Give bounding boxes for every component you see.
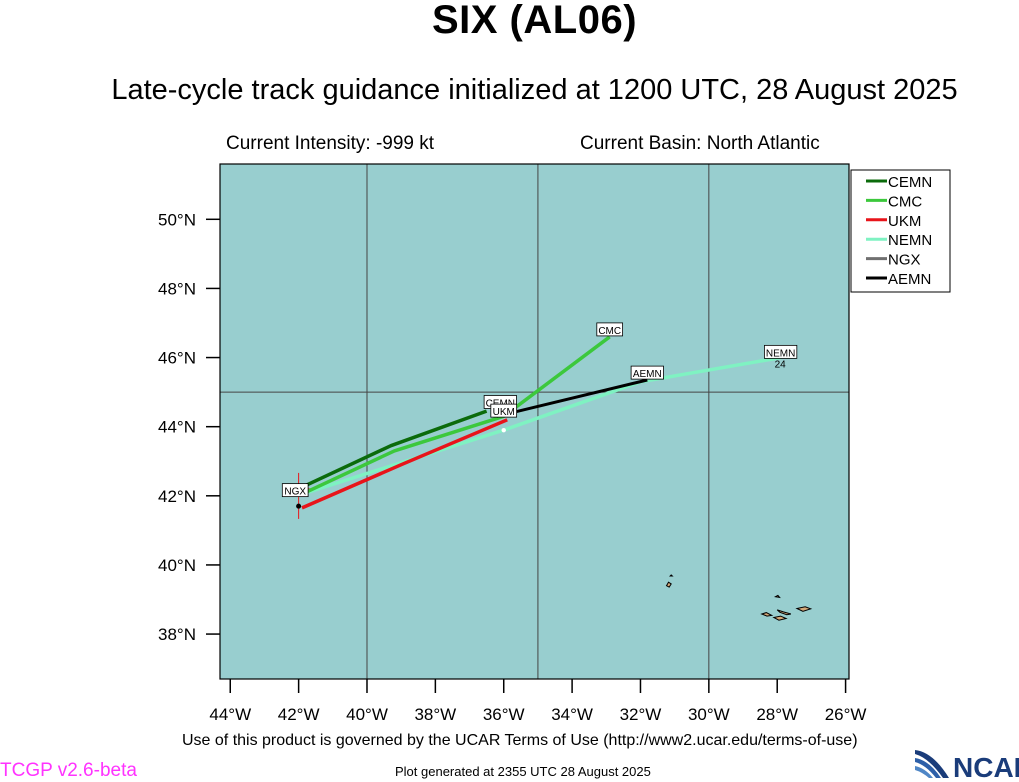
track-line-cmc <box>301 335 611 496</box>
x-tick-label: 40°W <box>346 705 388 724</box>
y-tick-label: 42°N <box>158 487 196 506</box>
ncar-logo-text: NCAR <box>953 752 1019 780</box>
legend-entry-ukm: UKM <box>888 213 921 230</box>
chart-subtitle: Late-cycle track guidance initialized at… <box>111 74 958 106</box>
y-tick-label: 38°N <box>158 625 196 644</box>
track-label-box <box>490 403 518 418</box>
x-tick-label: 34°W <box>551 705 593 724</box>
plot-border <box>219 163 850 680</box>
track-line-ukm <box>301 418 508 510</box>
track-label-cmc: CMC <box>598 326 621 337</box>
track-label-ukm: UKM <box>493 407 515 418</box>
current-intensity: Current Intensity: -999 kt <box>226 133 435 154</box>
legend-box <box>850 169 951 293</box>
y-tick-label: 40°N <box>158 556 196 575</box>
y-tick-label: 44°N <box>158 418 196 437</box>
x-tick-label: 26°W <box>825 705 867 724</box>
track-label-box <box>281 483 309 498</box>
y-tick-label: 50°N <box>158 210 196 229</box>
legend-entry-nemn: NEMN <box>888 232 932 249</box>
current-basin: Current Basin: North Atlantic <box>580 133 820 154</box>
legend: CEMN CMC UKM NEMN NGX AEMN <box>850 169 951 293</box>
island-shape <box>772 615 788 621</box>
y-tick-label: 48°N <box>158 279 196 298</box>
island-shape <box>795 606 813 612</box>
island-shape <box>668 574 674 577</box>
track-label-ngx: NGX <box>284 487 306 498</box>
track-label-aemn: AEMN <box>633 369 662 380</box>
ncar-logo: NCAR <box>915 750 1019 780</box>
track-hour-label: 24 <box>775 359 787 370</box>
island-shape <box>776 609 792 616</box>
legend-entry-aemn: AEMN <box>888 271 931 288</box>
y-tick-label: 46°N <box>158 349 196 368</box>
island-shape <box>760 612 774 617</box>
generated-timestamp: Plot generated at 2355 UTC 28 August 202… <box>395 764 651 779</box>
x-tick-label: 38°W <box>414 705 456 724</box>
x-tick-label: 32°W <box>620 705 662 724</box>
track-label-box <box>764 344 798 359</box>
track-line-aemn <box>496 378 648 418</box>
ncar-swoosh-icon <box>915 750 949 778</box>
x-tick-label: 36°W <box>483 705 525 724</box>
track-line-cemn <box>301 409 488 489</box>
track-line-nemn <box>301 355 781 496</box>
ocean-background <box>220 164 849 679</box>
x-tick-label: 42°W <box>278 705 320 724</box>
track-label-nemn: NEMN <box>766 348 795 359</box>
x-tick-label: 28°W <box>756 705 798 724</box>
version-label: TCGP v2.6-beta <box>0 760 137 781</box>
terms-of-use: Use of this product is governed by the U… <box>182 732 858 749</box>
x-tick-label: 30°W <box>688 705 730 724</box>
island-shape <box>850 638 852 640</box>
island-shape <box>665 581 672 588</box>
legend-entry-cmc: CMC <box>888 193 922 210</box>
chart-title: SIX (AL06) <box>431 0 638 42</box>
legend-entry-cemn: CEMN <box>888 174 932 191</box>
legend-entry-ngx: NGX <box>888 252 921 269</box>
plot-area: CEMNCMCUKMNEMNNGXAEMN24 <box>220 164 852 679</box>
island-shape <box>773 594 781 599</box>
track-point-nemn <box>501 427 506 433</box>
track-label-box <box>596 322 624 337</box>
x-tick-label: 44°W <box>209 705 251 724</box>
track-label-box <box>630 365 664 380</box>
track-point-ngx <box>296 503 302 509</box>
